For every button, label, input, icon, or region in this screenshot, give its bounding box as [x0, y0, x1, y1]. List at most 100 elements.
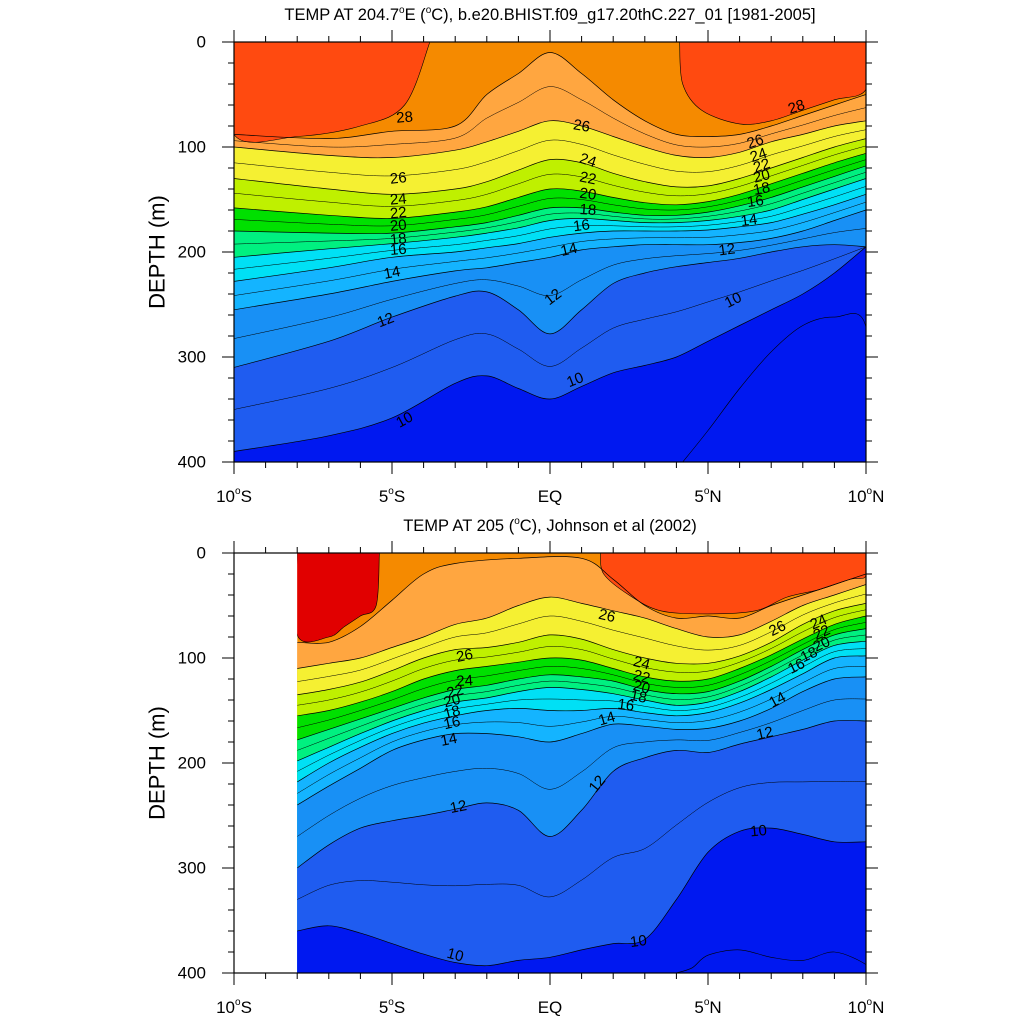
y-tick-label: 400 — [178, 453, 206, 472]
contour-label: 14 — [766, 689, 789, 712]
contour-label: 16 — [616, 696, 635, 715]
contour-line-23 — [297, 609, 866, 706]
contour-line-20 — [234, 165, 866, 234]
contour-label: 16 — [389, 241, 407, 259]
x-tick-label: 10oS — [216, 997, 252, 1017]
contour-line-19 — [297, 634, 866, 751]
contour-label: 26 — [597, 606, 617, 626]
contour-label: 10 — [629, 932, 648, 951]
patch-28 — [600, 553, 866, 615]
fill-below-10 — [234, 246, 866, 462]
contour-label: 20 — [389, 216, 407, 235]
patch-28 — [679, 42, 866, 125]
contour-line-12 — [234, 244, 866, 368]
contour-label: 20 — [631, 677, 651, 698]
contour-label: 12 — [541, 285, 565, 309]
contour-label: 24 — [808, 611, 830, 633]
y-tick-label: 100 — [178, 138, 206, 157]
contour-line-18 — [234, 178, 866, 258]
contour-fill-group — [297, 553, 866, 973]
contour-label: 18 — [389, 230, 407, 249]
contour-label: 10 — [393, 409, 416, 432]
contour-label: 12 — [375, 309, 397, 331]
contour-label: 26 — [389, 169, 408, 188]
contour-label: 22 — [389, 204, 407, 223]
contour-lines — [234, 52, 866, 452]
contour-label: 26 — [572, 116, 591, 135]
panel-2: 2626262424242222222020201818181616161414… — [145, 516, 885, 1017]
contour-label: 14 — [559, 240, 579, 260]
contour-label: 18 — [798, 644, 820, 666]
contour-line-15 — [297, 666, 866, 794]
y-tick-label: 300 — [178, 348, 206, 367]
x-tick-label: 10oS — [216, 486, 252, 506]
contour-line-28 — [297, 556, 866, 644]
x-tick-label: EQ — [538, 487, 563, 506]
contour-line-28 — [234, 52, 866, 139]
contour-line-23 — [234, 145, 866, 207]
contour-label: 12 — [449, 797, 469, 817]
contour-label: 28 — [396, 108, 414, 126]
contour-label: 10 — [749, 822, 767, 841]
y-tick-label: 100 — [178, 649, 206, 668]
contour-lines — [297, 556, 866, 967]
contour-label: 20 — [751, 166, 771, 187]
y-tick-label: 400 — [178, 964, 206, 983]
contour-label: 16 — [442, 713, 462, 733]
contour-label: 12 — [755, 723, 775, 743]
contour-label: 24 — [456, 672, 474, 690]
contour-label: 16 — [785, 655, 808, 678]
contour-line-11 — [297, 781, 866, 900]
contour-label: 28 — [786, 96, 807, 117]
contour-label: 16 — [572, 216, 591, 235]
contour-line-10 — [234, 246, 866, 452]
patch-8 — [682, 313, 866, 462]
y-tick-label: 300 — [178, 859, 206, 878]
y-tick-label: 200 — [178, 243, 206, 262]
chart-title: TEMP AT 205 (oC), Johnson et al (2002) — [403, 516, 697, 535]
contour-line-21 — [234, 159, 866, 227]
contour-label: 24 — [748, 145, 769, 166]
contour-line-13 — [234, 228, 866, 339]
contour-line-15 — [234, 201, 866, 296]
contour-line-13 — [297, 698, 866, 837]
contour-line-12 — [297, 720, 866, 869]
contour-line-20 — [297, 628, 866, 741]
x-tick-label: 5oN — [694, 486, 721, 506]
contour-label: 22 — [445, 681, 465, 702]
contour-labels: 2626262424242222222020201818181616161414… — [439, 606, 833, 966]
contour-line-16 — [234, 193, 866, 282]
contour-line-26 — [297, 584, 866, 669]
contour-line-16 — [297, 655, 866, 783]
fill-below-10 — [297, 827, 866, 973]
chart-title: TEMP AT 204.7oE (oC), b.e20.BHIST.f09_g1… — [284, 5, 815, 24]
contour-line-24 — [297, 603, 866, 696]
contour-label: 18 — [442, 702, 462, 723]
patch-29 — [297, 553, 380, 643]
patch-28 — [234, 42, 431, 143]
contour-label: 20 — [579, 185, 598, 204]
contour-label: 18 — [579, 201, 597, 219]
contour-line-14 — [234, 209, 866, 311]
contour-label: 22 — [631, 667, 651, 688]
contour-label: 24 — [389, 190, 407, 208]
y-axis-label: DEPTH (m) — [145, 706, 170, 820]
contour-label: 10 — [564, 369, 586, 391]
contour-line-11 — [234, 246, 866, 410]
x-tick-label: 5oN — [694, 997, 721, 1017]
axes: 0 100 200 300 400 10oS 5oS EQ 5oN 10oN DEPTH (m) — [145, 541, 885, 1017]
contour-line-22 — [234, 152, 866, 219]
contour-label: 12 — [586, 772, 610, 796]
patch-8 — [676, 949, 866, 973]
contour-line-14 — [297, 676, 866, 806]
x-tick-label: 5oS — [379, 486, 405, 506]
x-tick-label: 10oN — [848, 997, 885, 1017]
contour-line-25 — [234, 129, 866, 177]
contour-label: 26 — [455, 646, 475, 666]
contour-line-17 — [234, 186, 866, 270]
contour-label: 22 — [811, 622, 833, 644]
contour-label: 26 — [766, 617, 789, 640]
contour-label: 14 — [439, 730, 459, 750]
